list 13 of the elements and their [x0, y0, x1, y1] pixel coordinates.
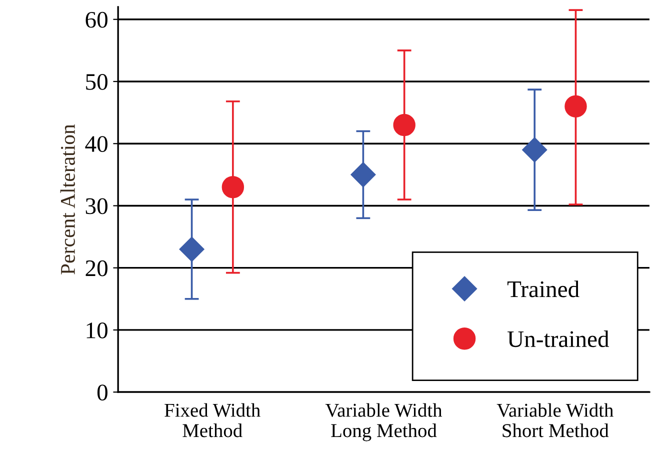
- legend-label: Un-trained: [508, 330, 610, 348]
- y-tick-label: 40: [85, 136, 108, 152]
- y-tick-label: 60: [86, 12, 108, 28]
- x-tick-label: Fixed Width Method: [164, 403, 260, 438]
- y-tick-label: 10: [86, 322, 108, 338]
- legend-label: Trained: [507, 280, 580, 298]
- x-tick-label: Variable Width Short Method: [496, 403, 614, 438]
- y-tick-label: 0: [97, 384, 108, 401]
- y-tick-label: 50: [86, 74, 108, 90]
- y-tick-label: 20: [86, 260, 108, 276]
- x-tick-label: Variable Width Long Method: [325, 403, 442, 442]
- y-axis-title: Percent Alteration: [60, 124, 75, 274]
- y-tick-label: 30: [86, 198, 108, 214]
